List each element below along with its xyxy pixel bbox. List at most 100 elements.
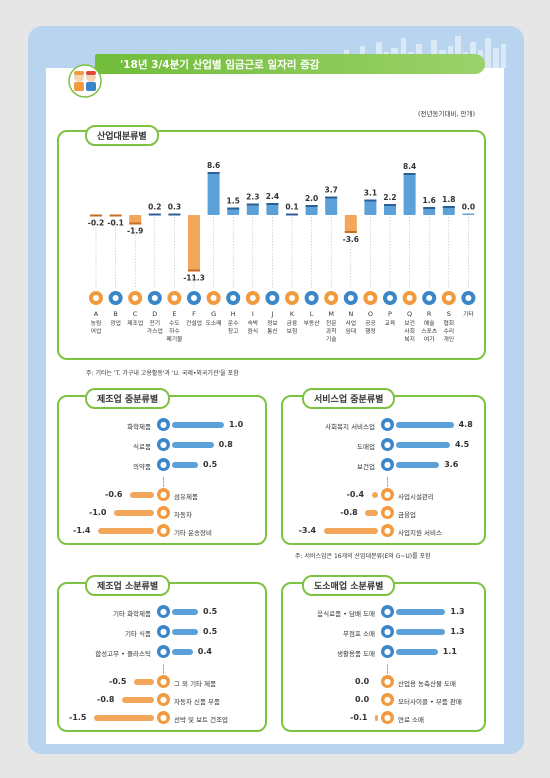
industry-icon-glyph xyxy=(465,295,472,301)
value-bar xyxy=(172,649,193,655)
industry-major-note: 주: 기타는 'T. 가구내 고용활동'과 'U. 국제•외국기관'을 포함 xyxy=(86,370,239,377)
category-icon: ● xyxy=(157,711,170,724)
industry-icon-glyph xyxy=(406,295,413,301)
title-bar xyxy=(95,54,485,74)
bar-cap xyxy=(266,203,279,205)
category-code: F xyxy=(192,310,196,318)
value-bar xyxy=(172,442,214,448)
row-label: 자동차 xyxy=(174,511,192,519)
category-icon: ● xyxy=(157,458,170,471)
bar-cap xyxy=(384,204,396,206)
value-bar xyxy=(122,697,154,703)
category-name: 기타 xyxy=(463,310,474,318)
value-bar xyxy=(396,609,446,615)
row-label: 사회복지 서비스업 xyxy=(325,423,375,431)
category-icon: ● xyxy=(157,524,170,537)
value-label: 3.7 xyxy=(325,186,338,195)
category-code: O xyxy=(368,310,373,318)
value-label: 4.8 xyxy=(458,420,473,429)
separator xyxy=(387,664,388,674)
value-label: 1.3 xyxy=(450,607,465,616)
value-bar xyxy=(130,492,154,498)
category-name: 정보 xyxy=(267,320,278,327)
industry-icon-glyph xyxy=(191,295,197,301)
row-label: 산업용 농축산물 도매 xyxy=(398,680,456,688)
value-label: 0.0 xyxy=(355,677,370,686)
separator xyxy=(163,477,164,487)
value-label: -3.4 xyxy=(298,526,317,535)
bar-cap xyxy=(207,172,220,174)
value-label: 1.3 xyxy=(450,627,465,636)
row-label: 기타 운송장비 xyxy=(174,529,212,537)
value-label: 8.4 xyxy=(403,162,416,171)
unit-label: (전년동기대비, 만개) xyxy=(418,110,476,118)
category-icon: ● xyxy=(157,625,170,638)
category-name: 운수 xyxy=(228,320,239,327)
category-name: 예술 xyxy=(424,319,435,327)
value-bar xyxy=(94,715,154,721)
value-label: 0.2 xyxy=(148,203,161,212)
row-label: 합성고무 • 플라스틱 xyxy=(95,650,151,658)
value-label: 0.5 xyxy=(203,627,218,636)
industry-icon-glyph xyxy=(269,295,276,301)
category-code: S xyxy=(447,310,451,318)
value-label: 0.5 xyxy=(203,607,218,616)
value-label: -1.0 xyxy=(89,508,107,517)
bar-cap xyxy=(129,222,142,225)
industry-icon-glyph xyxy=(367,295,374,301)
category-icon: ● xyxy=(157,438,170,451)
industry-icon-glyph xyxy=(426,295,433,301)
row-label: 기타 식품 xyxy=(125,630,151,638)
category-code: L xyxy=(310,310,314,318)
category-name: 창고 xyxy=(228,327,239,335)
manufacturing-mid-chart: 화학제품 ● 1.0 식료품 ● 0.8 의약품 ● 0.5 ● 섬유제품 -0.6 ● 자동차 -1.0 ●… xyxy=(57,395,267,545)
category-icon: ● xyxy=(381,645,394,658)
value-bar xyxy=(172,609,198,615)
category-name: 전문 xyxy=(326,319,337,327)
bar-cap xyxy=(403,173,416,175)
value-bar xyxy=(365,510,378,516)
category-name: 복지 xyxy=(404,335,415,343)
bar-etc xyxy=(462,213,475,215)
category-code: N xyxy=(348,310,353,318)
industry-icon-glyph xyxy=(328,295,335,301)
bar-S xyxy=(442,206,455,215)
industry-icon-glyph xyxy=(347,295,354,301)
row-label: 모터사이클 • 부품 판매 xyxy=(398,698,462,706)
value-label: 0.8 xyxy=(218,440,233,449)
row-label: 자동차 신품 부품 xyxy=(174,698,220,706)
bar-C xyxy=(129,215,142,225)
category-icon: ● xyxy=(157,506,170,519)
bar-cap xyxy=(188,269,200,272)
value-label: -0.5 xyxy=(109,677,127,686)
industry-icon-glyph xyxy=(132,295,139,301)
value-bar xyxy=(396,422,454,428)
category-icon: ● xyxy=(157,605,170,618)
category-name: 음식 xyxy=(247,327,258,335)
category-code: G xyxy=(211,310,216,318)
industry-major-panel xyxy=(57,130,486,360)
category-name: 하수 xyxy=(169,327,180,335)
value-bar xyxy=(172,629,198,635)
value-bar xyxy=(396,649,438,655)
category-icon: ● xyxy=(381,438,394,451)
value-label: -0.1 xyxy=(350,713,368,722)
category-name: 건설업 xyxy=(186,319,202,327)
value-label: 1.8 xyxy=(442,195,455,204)
industry-icon-glyph xyxy=(112,295,119,301)
category-code: C xyxy=(133,310,138,318)
category-code: I xyxy=(252,310,254,318)
value-bar xyxy=(114,510,154,516)
category-code: A xyxy=(94,310,99,318)
value-label: -0.1 xyxy=(107,219,123,228)
category-name: 통신 xyxy=(267,327,278,335)
category-name: 보건 xyxy=(404,319,415,327)
category-icon: ● xyxy=(381,488,394,501)
bar-cap xyxy=(325,196,338,199)
row-label: 그 외 기타 제품 xyxy=(174,680,217,688)
value-label: 2.4 xyxy=(266,192,279,201)
value-label: -0.4 xyxy=(346,490,365,499)
bar-cap xyxy=(442,206,455,208)
workers-illustration xyxy=(68,64,102,98)
category-name: 가스업 xyxy=(147,327,163,335)
